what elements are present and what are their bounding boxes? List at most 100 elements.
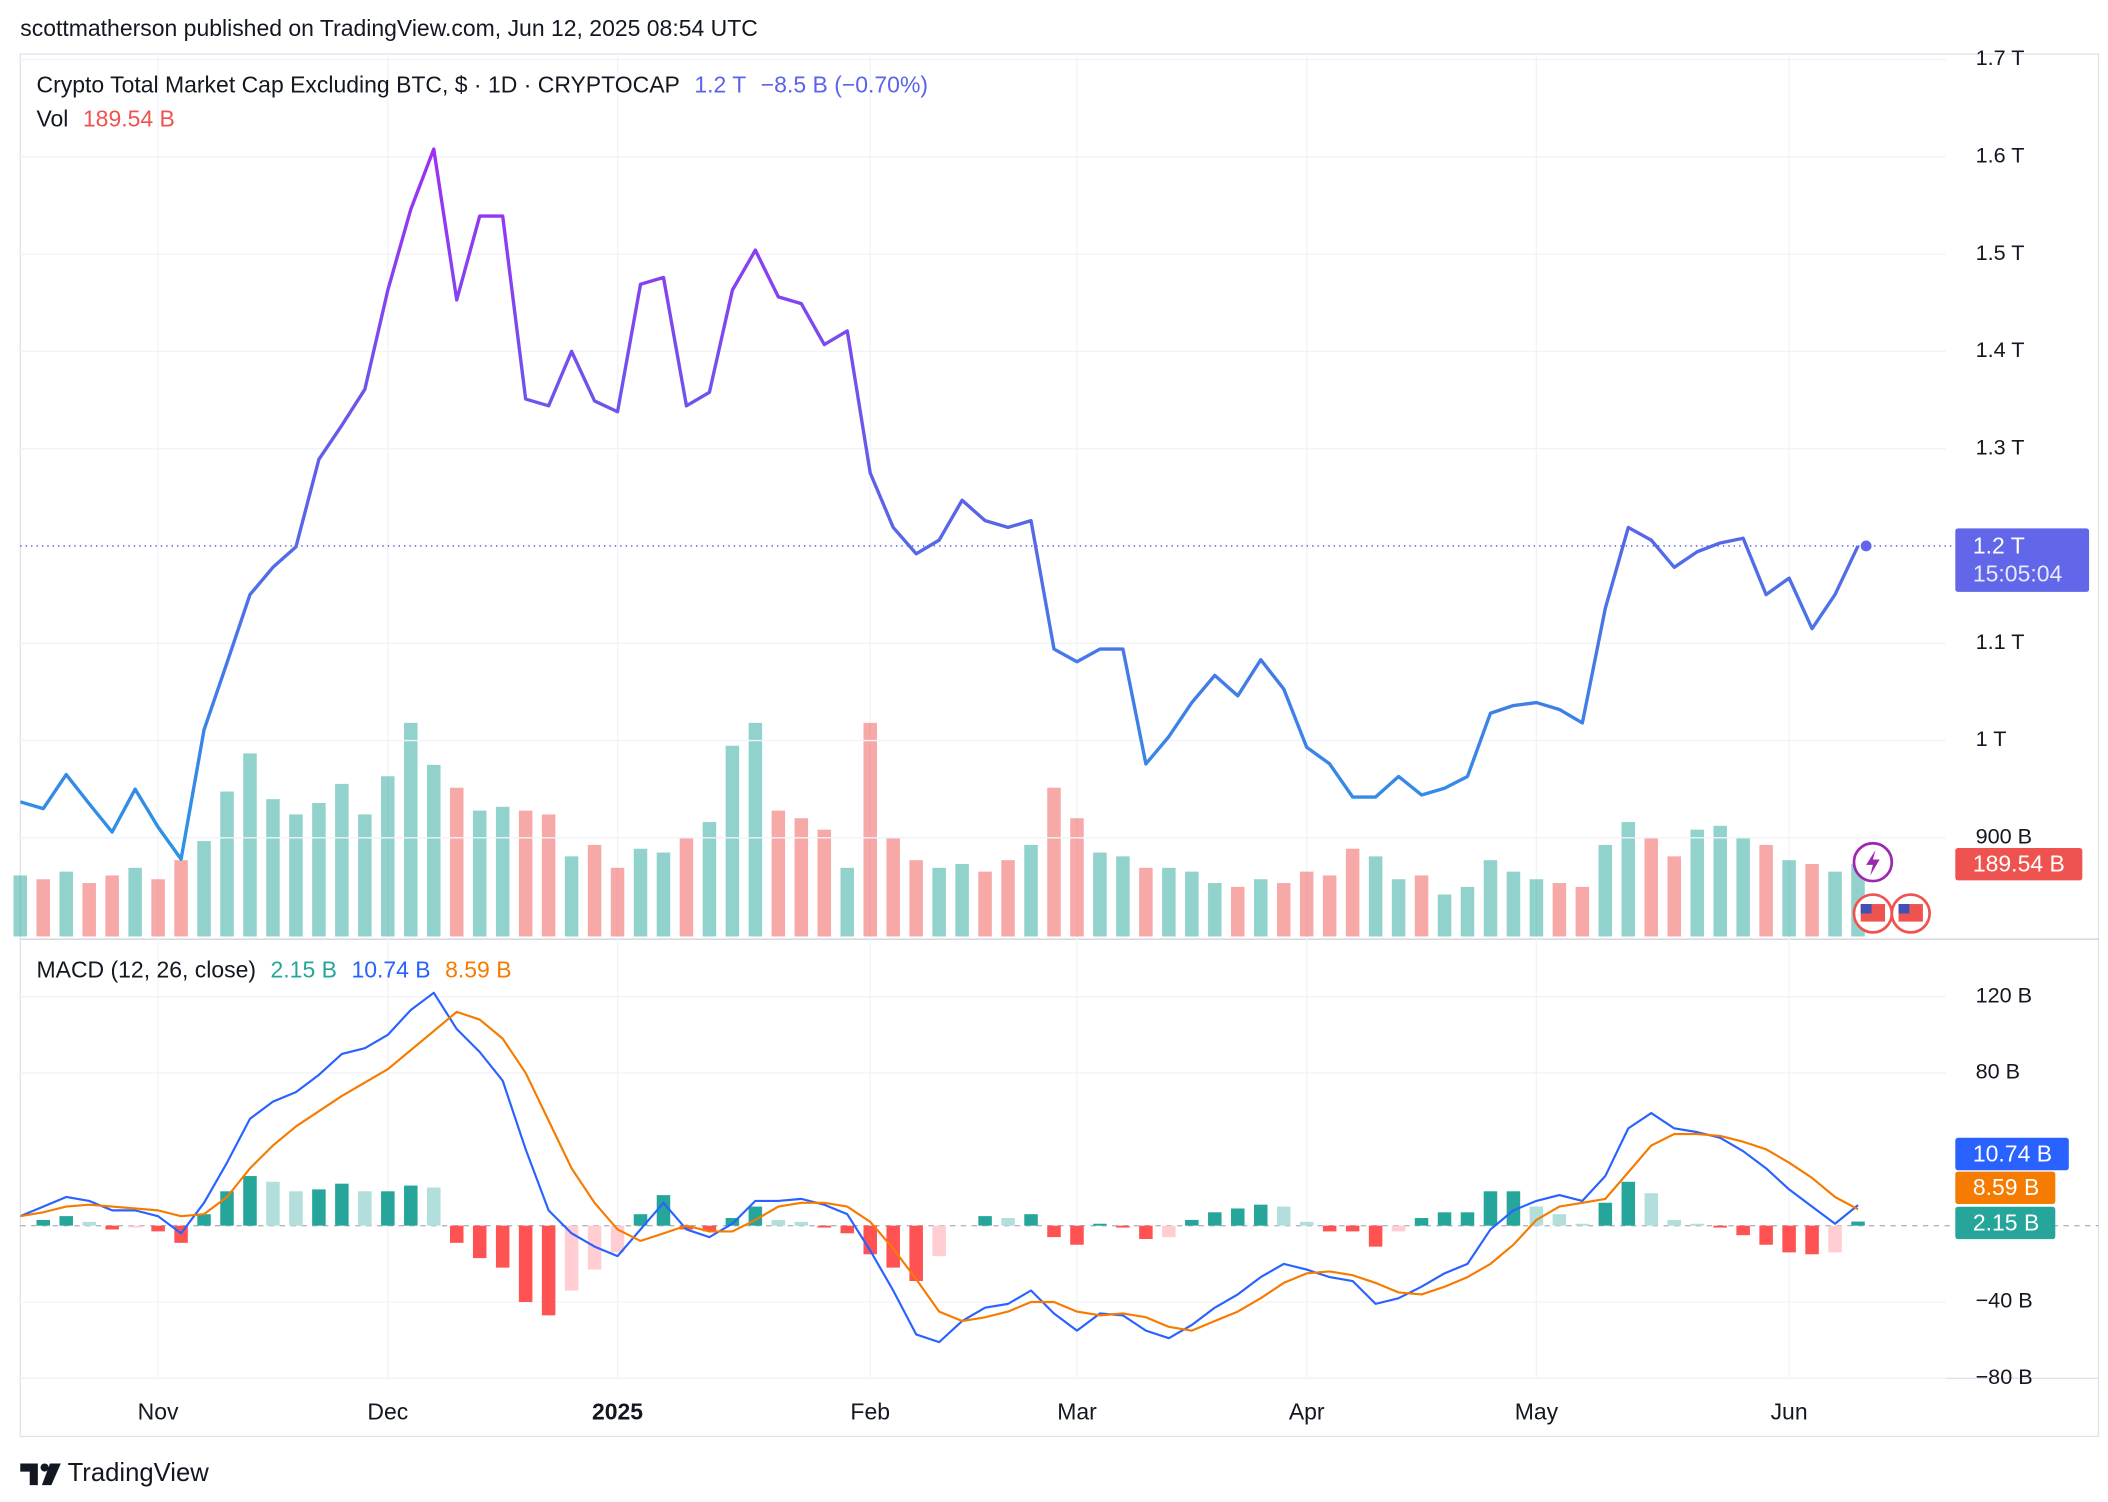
y-tick-label: 120 B — [1976, 982, 2032, 1007]
histogram-bar — [197, 1214, 211, 1226]
volume-bar — [1713, 825, 1727, 937]
histogram-bar — [702, 1225, 717, 1232]
macd-legend: MACD (12, 26, close) 2.15 B 10.74 B 8.59… — [36, 957, 511, 983]
volume-bar — [1185, 871, 1199, 937]
y-tick-label: 1.4 T — [1976, 337, 2025, 362]
volume-bar — [243, 753, 257, 937]
volume-bar — [633, 848, 648, 937]
volume-bar — [1299, 871, 1314, 937]
histogram-bar — [36, 1219, 50, 1226]
histogram-bar — [1047, 1225, 1061, 1238]
histogram-bar — [1621, 1181, 1636, 1226]
y-tick-label: 1.1 T — [1976, 629, 2025, 654]
macd-badge — [1955, 1137, 2069, 1171]
volume-bar — [1322, 875, 1337, 937]
volume-bar — [725, 745, 740, 937]
volume-bar — [1047, 787, 1061, 937]
volume-bar — [1437, 894, 1452, 937]
histogram-bar — [1139, 1225, 1153, 1240]
histogram-bar — [1690, 1223, 1704, 1226]
volume-bar — [1276, 883, 1291, 937]
volume-bar — [679, 837, 694, 937]
histogram-bar — [840, 1225, 855, 1234]
volume-bar — [105, 875, 119, 937]
signal-last: 8.59 B — [445, 957, 511, 983]
volume-bar — [656, 852, 671, 937]
volume-bar — [266, 799, 280, 937]
macd-name: MACD (12, 26, close) — [36, 957, 256, 983]
volume-bar — [518, 810, 533, 937]
histogram-bar — [289, 1191, 303, 1226]
histogram-bar — [1483, 1191, 1498, 1226]
volume-bar — [1782, 860, 1796, 937]
volume-bar — [1690, 829, 1704, 937]
histogram-bar — [1414, 1218, 1429, 1226]
volume-bar — [1759, 844, 1773, 937]
logo-mark — [41, 1463, 61, 1486]
y-tick-label: 80 B — [1976, 1059, 2020, 1084]
volume-bar — [748, 722, 763, 937]
price-badge — [1955, 528, 2090, 592]
volume-bar — [1552, 883, 1567, 937]
volume-bar — [13, 875, 28, 937]
volume-bar — [82, 883, 96, 937]
histogram-bar — [794, 1221, 809, 1226]
histogram-bar — [978, 1216, 992, 1226]
histogram-bar — [128, 1225, 142, 1228]
volume-bar — [610, 867, 625, 937]
volume-bar — [289, 814, 303, 937]
x-tick-label: Feb — [850, 1399, 890, 1425]
volume-bar — [564, 856, 579, 937]
histogram-bar — [932, 1225, 946, 1257]
logo-mark — [40, 1463, 49, 1472]
histogram-bar — [1001, 1218, 1015, 1226]
histogram-bar — [404, 1185, 418, 1226]
volume-bar — [174, 860, 188, 937]
histogram-bar — [1713, 1225, 1727, 1228]
volume-bar — [1805, 863, 1819, 937]
volume-bar — [771, 810, 786, 937]
volume-bar — [1116, 856, 1130, 937]
histogram-bar — [243, 1176, 257, 1226]
volume-bar — [794, 818, 809, 937]
histogram-bar — [1208, 1212, 1222, 1226]
histogram-bar — [1253, 1204, 1268, 1226]
histogram-bar — [1851, 1221, 1865, 1226]
macd-badges: 10.74 B 8.59 B 2.15 B — [1955, 1137, 2069, 1240]
histogram-bar — [610, 1225, 625, 1253]
volume-bar — [128, 867, 142, 937]
signal-badge-label: 8.59 B — [1973, 1174, 2039, 1200]
histogram-bar — [656, 1195, 671, 1226]
histogram-bar — [1667, 1219, 1681, 1226]
histogram-bar — [1506, 1191, 1521, 1226]
macd-line — [20, 991, 1859, 1344]
volume-bar — [932, 867, 946, 937]
histogram-bar — [1070, 1225, 1084, 1245]
volume-bar — [955, 863, 969, 937]
histogram-bar — [1231, 1208, 1245, 1226]
volume-bar — [1644, 837, 1659, 937]
countdown-label: 15:05:04 — [1973, 561, 2063, 587]
histogram-bar — [105, 1225, 119, 1230]
x-tick-label: Dec — [367, 1399, 408, 1425]
histogram-bar — [1368, 1225, 1383, 1247]
volume-bar — [1506, 871, 1521, 937]
histogram-bar — [817, 1225, 832, 1228]
histogram-bar — [1552, 1214, 1567, 1226]
x-tick-label: May — [1515, 1399, 1559, 1425]
histogram-bar — [1644, 1193, 1659, 1226]
histogram-bar — [1024, 1214, 1038, 1226]
volume-bar — [220, 791, 234, 937]
x-tick-label: Mar — [1057, 1399, 1097, 1425]
volume-bar — [1368, 856, 1383, 937]
volume-bar — [1598, 844, 1613, 937]
y-tick-label: 1.5 T — [1976, 240, 2025, 265]
volume-bar — [840, 867, 855, 937]
volume-bar — [1345, 848, 1360, 937]
histogram-bar — [1345, 1225, 1360, 1232]
volume-bar — [1667, 856, 1681, 937]
histogram-bar — [679, 1225, 694, 1230]
volume-bar — [1208, 883, 1222, 937]
last-price: 1.2 T — [694, 72, 746, 98]
price-line — [20, 147, 1860, 861]
